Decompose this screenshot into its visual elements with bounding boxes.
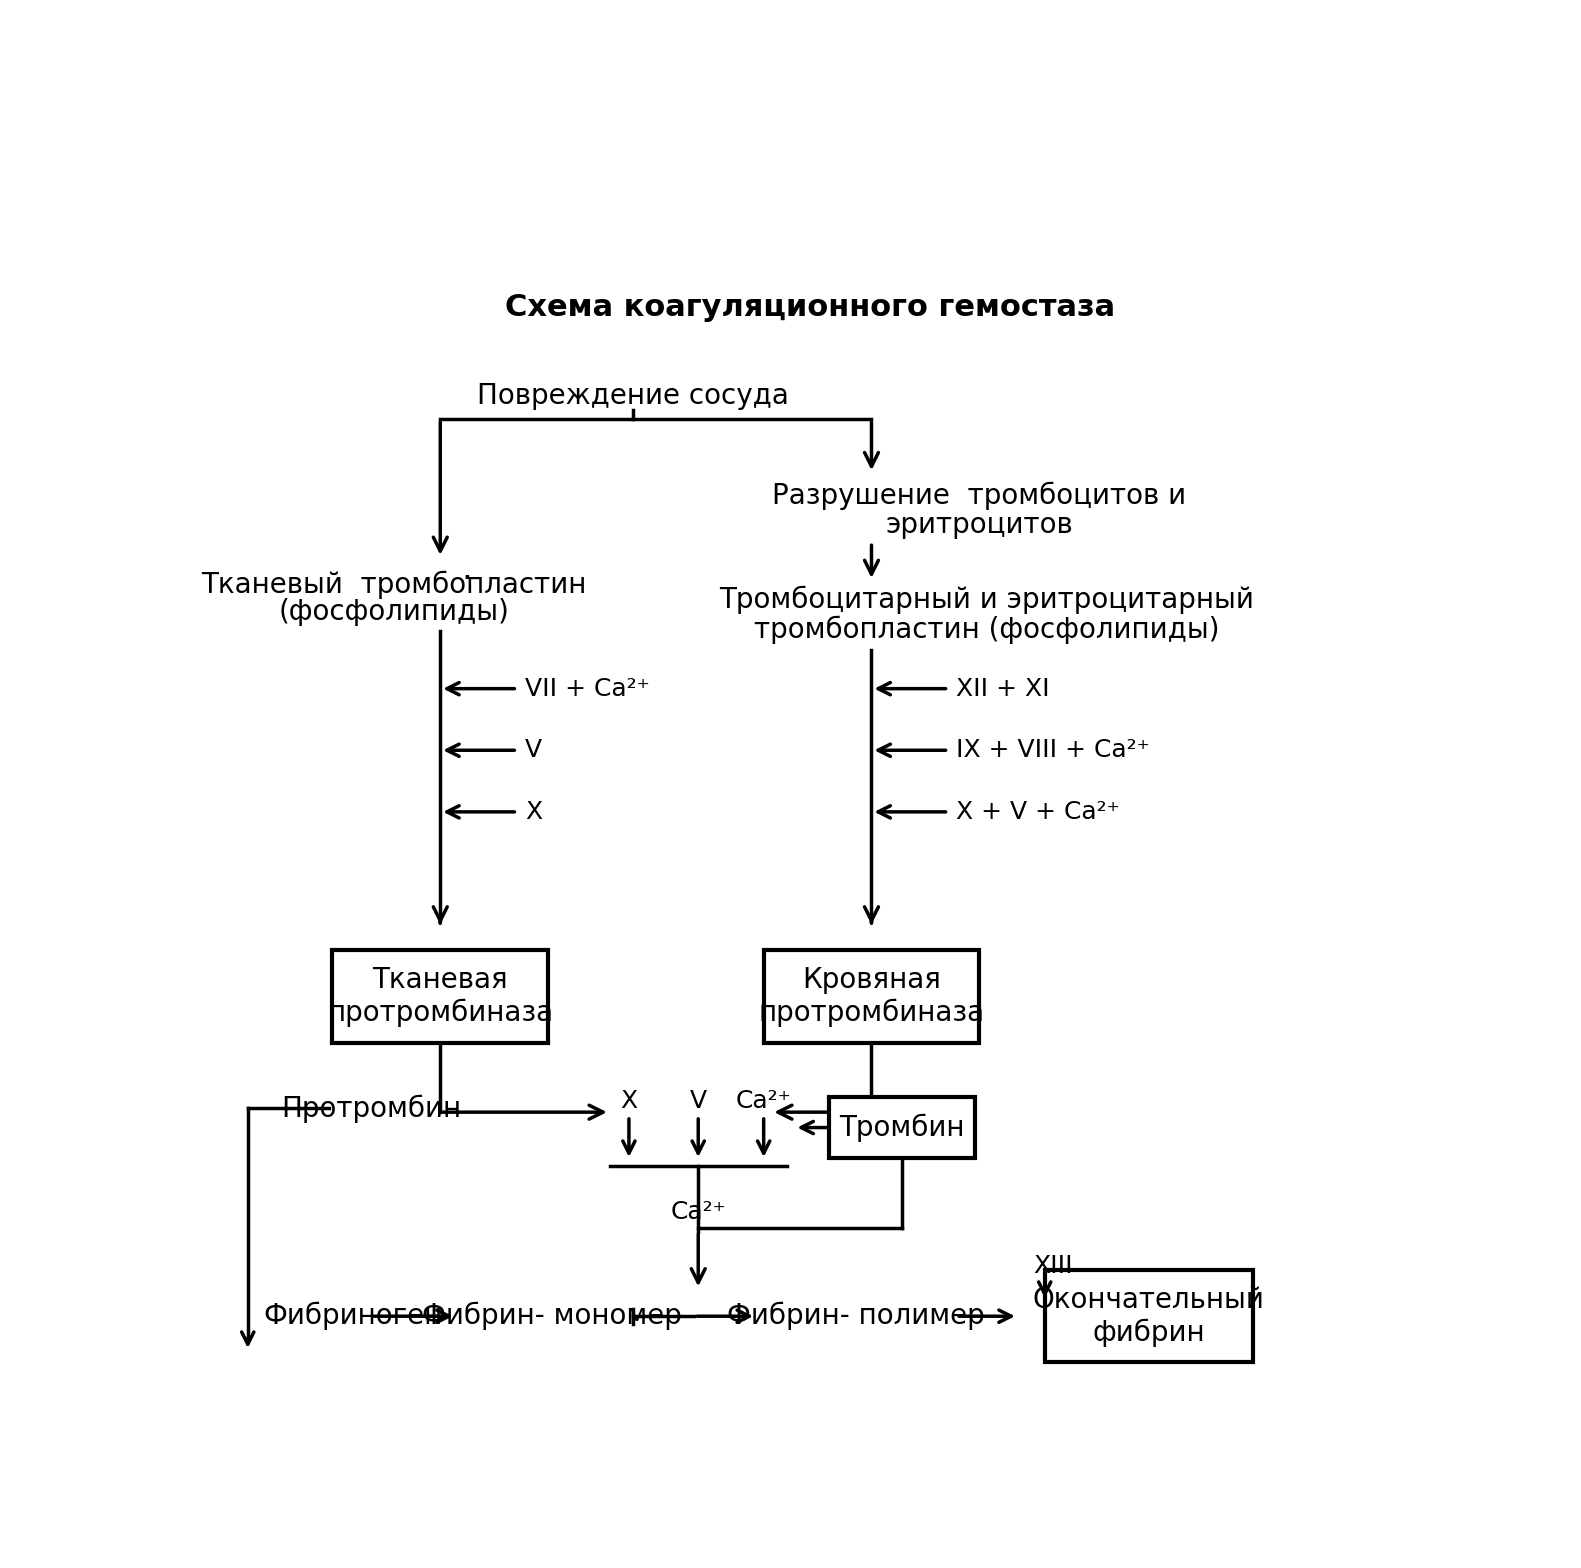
Text: Тканевая
протромбиназа: Тканевая протромбиназа — [327, 966, 553, 1027]
Text: Фибрин- полимер: Фибрин- полимер — [727, 1301, 985, 1330]
Text: Повреждение сосуда: Повреждение сосуда — [477, 383, 789, 411]
Text: XIII: XIII — [1032, 1254, 1073, 1278]
FancyBboxPatch shape — [828, 1096, 975, 1159]
Text: Схема коагуляционного гемостаза: Схема коагуляционного гемостаза — [504, 293, 1115, 321]
Text: эритроцитов: эритроцитов — [885, 511, 1073, 539]
Text: Окончательный
фибрин: Окончательный фибрин — [1032, 1286, 1265, 1347]
FancyBboxPatch shape — [1045, 1270, 1252, 1363]
Text: Фибрин- мономер: Фибрин- мономер — [422, 1301, 681, 1330]
Text: IX + VIII + Ca²⁺: IX + VIII + Ca²⁺ — [957, 739, 1149, 762]
FancyBboxPatch shape — [764, 950, 979, 1043]
Text: тромбопластин (фосфолипиды): тромбопластин (фосфолипиды) — [754, 615, 1219, 643]
Text: Протромбин: Протромбин — [281, 1094, 462, 1123]
Text: VII + Ca²⁺: VII + Ca²⁺ — [525, 677, 650, 701]
Text: Тромбин: Тромбин — [840, 1113, 964, 1142]
Text: (фосфолипиды): (фосфолипиды) — [278, 597, 509, 626]
Text: Кровяная
протромбиназа: Кровяная протромбиназа — [759, 966, 985, 1027]
Text: Тромбоцитарный и эритроцитарный: Тромбоцитарный и эритроцитарный — [719, 586, 1254, 615]
FancyBboxPatch shape — [332, 950, 549, 1043]
Text: ·: · — [462, 563, 473, 596]
Text: V: V — [689, 1088, 707, 1113]
Text: X + V + Ca²⁺: X + V + Ca²⁺ — [957, 800, 1119, 823]
Text: Разрушение  тромбоцитов и: Разрушение тромбоцитов и — [772, 481, 1186, 510]
Text: Тканевый  тромбопластин: Тканевый тромбопластин — [201, 571, 587, 599]
Text: Ca²⁺: Ca²⁺ — [670, 1200, 726, 1225]
Text: Фибриноген: Фибриноген — [262, 1301, 443, 1330]
Text: X: X — [620, 1088, 637, 1113]
Text: Ca²⁺: Ca²⁺ — [735, 1088, 792, 1113]
Text: X: X — [525, 800, 542, 823]
Text: V: V — [525, 739, 542, 762]
Text: XII + XI: XII + XI — [957, 677, 1050, 701]
